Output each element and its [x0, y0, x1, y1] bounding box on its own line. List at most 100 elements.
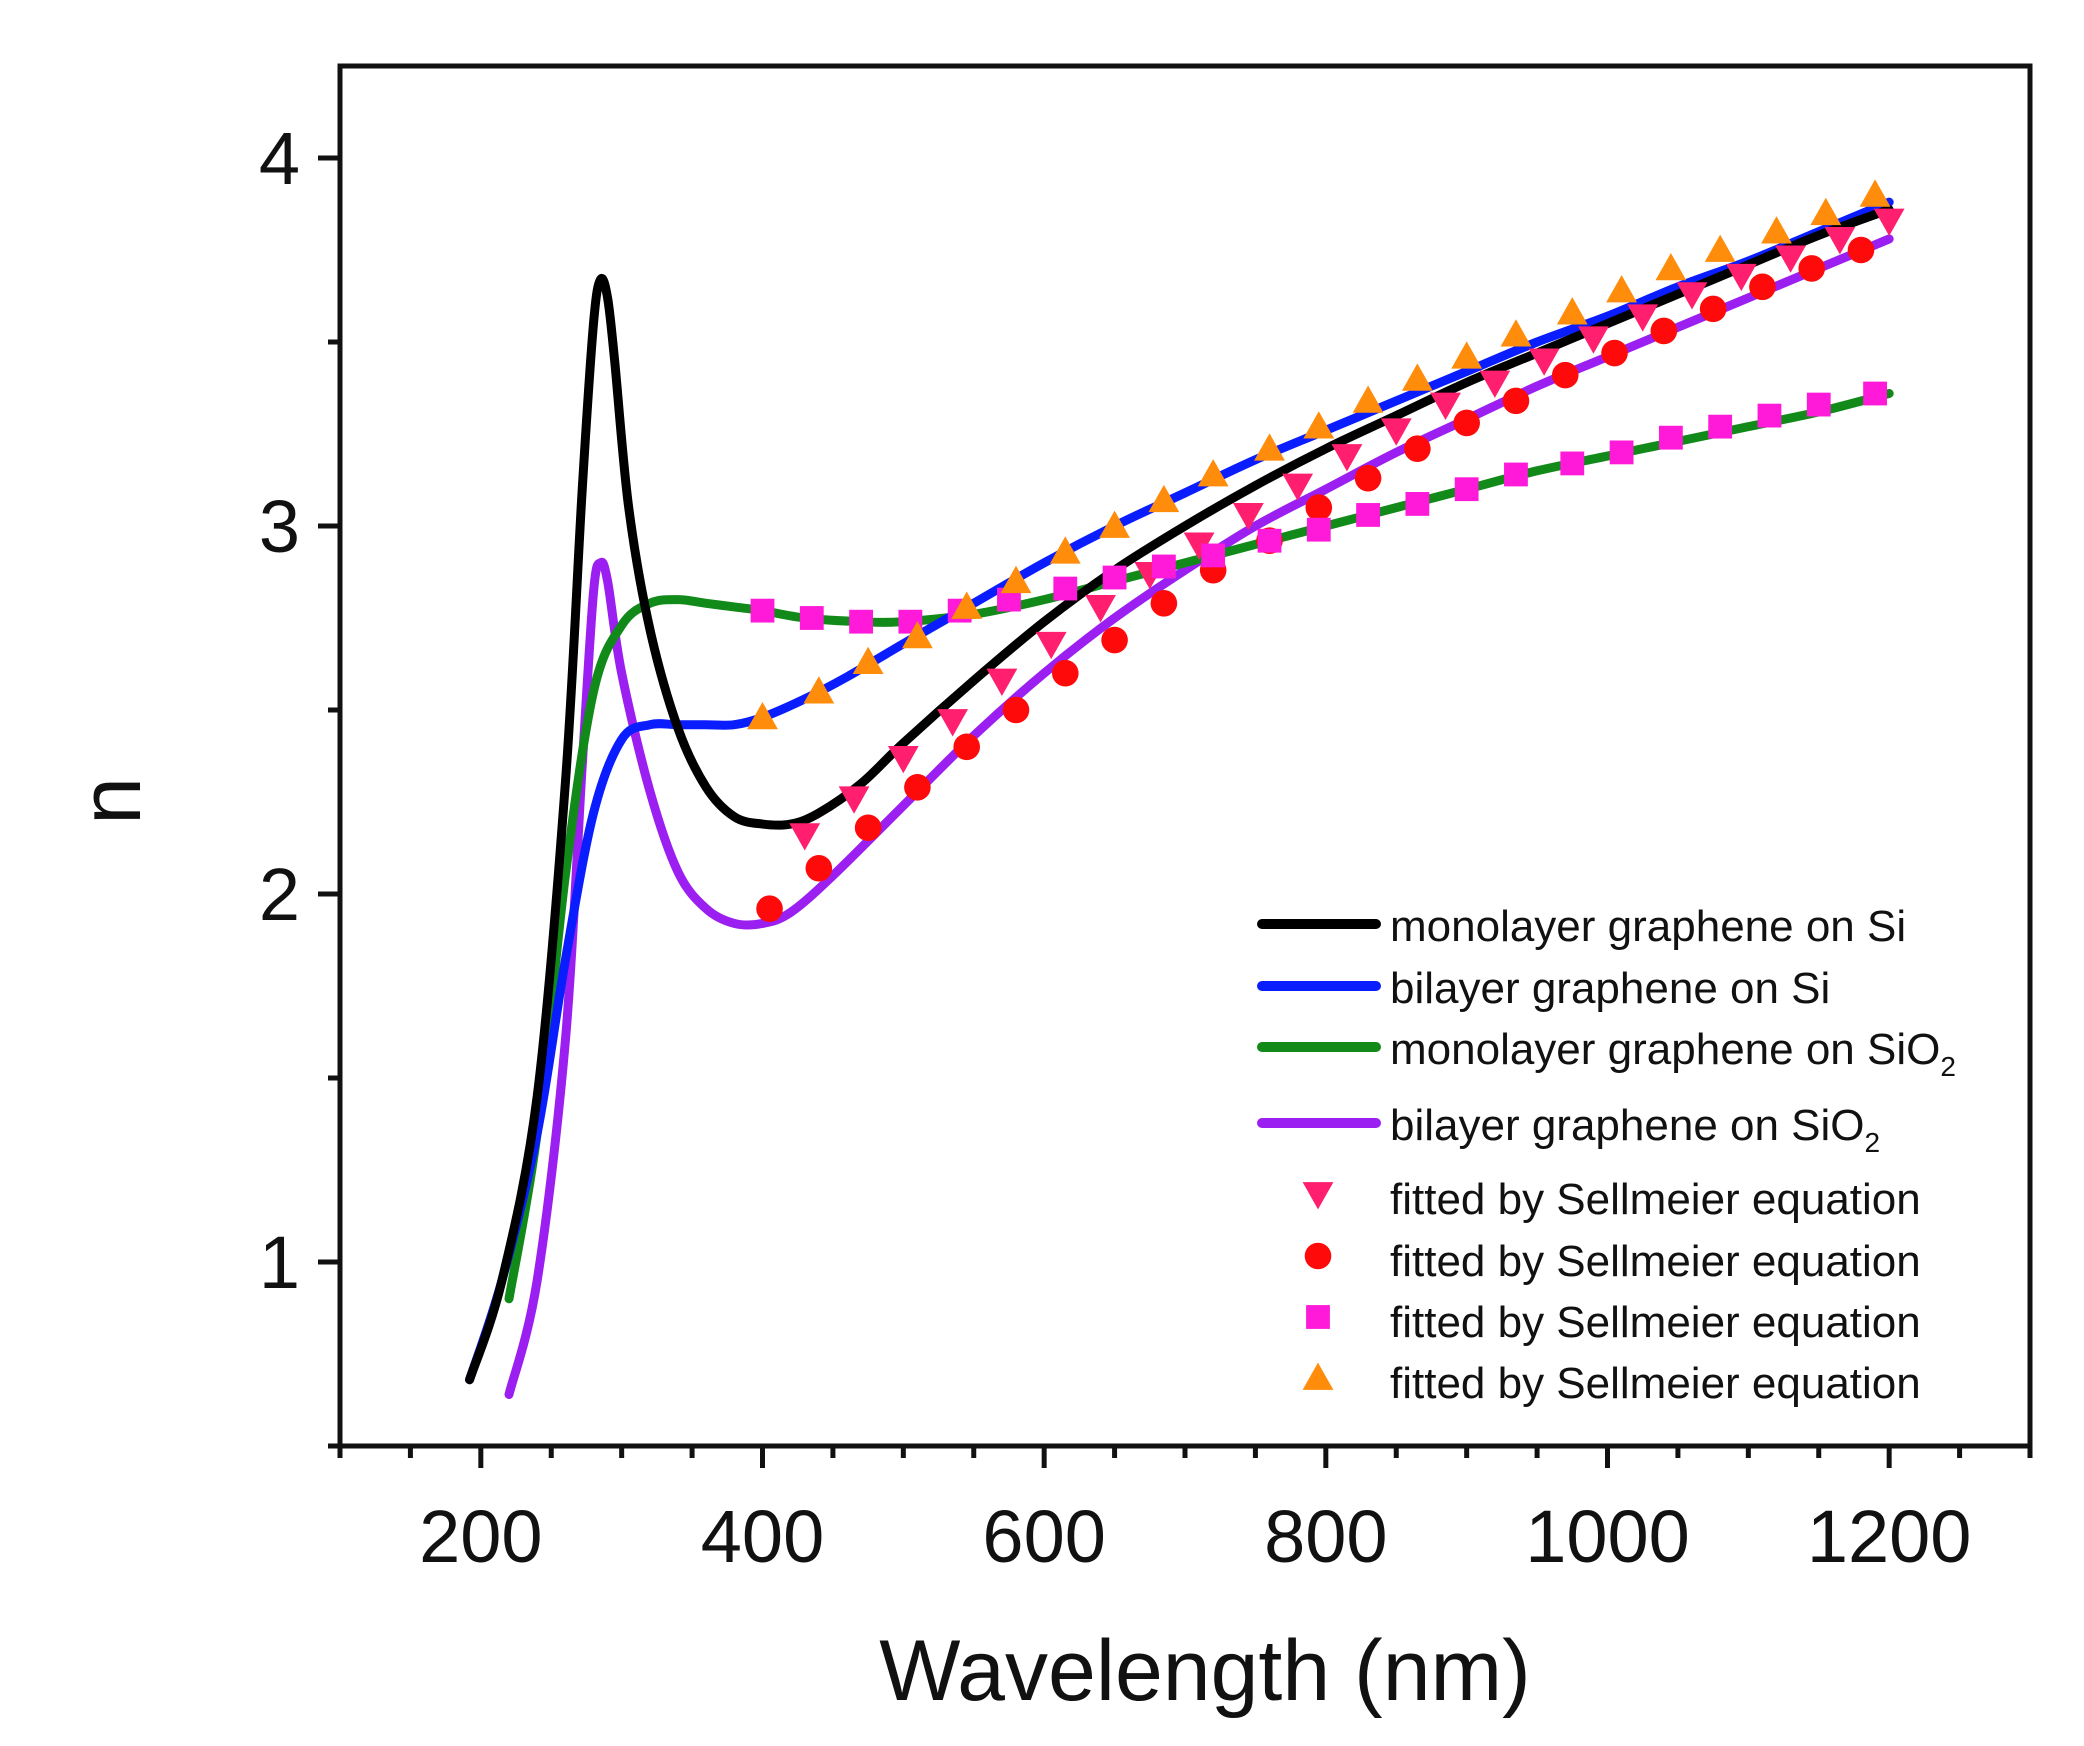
- legend-label: fitted by Sellmeier equation: [1390, 1237, 1921, 1286]
- x-tick-label: 800: [1264, 1495, 1387, 1578]
- data-point-triangle-up: [1810, 197, 1842, 226]
- data-point-circle: [1404, 435, 1431, 463]
- data-point-triangle-down: [1331, 444, 1363, 472]
- data-point-square: [1658, 425, 1683, 450]
- data-point-triangle-down: [1085, 595, 1116, 623]
- legend-label: fitted by Sellmeier equation: [1390, 1298, 1921, 1347]
- legend-item-6: fitted by Sellmeier equation: [1304, 1237, 1921, 1286]
- data-point-triangle-up: [1197, 459, 1229, 487]
- data-point-triangle-up: [1099, 510, 1130, 538]
- data-point-triangle-up: [1859, 179, 1891, 207]
- data-point-triangle-down: [838, 786, 870, 814]
- legend-swatch-marker: [1306, 1305, 1330, 1329]
- legend-label-subscript: 2: [1940, 1051, 1956, 1082]
- data-point-square: [1863, 381, 1887, 406]
- axis-layer: 200 400 600 800 1000 1200 1 2 3 4: [259, 63, 2033, 1578]
- legend-label: bilayer graphene on Si: [1390, 964, 1830, 1013]
- data-point-circle: [1101, 626, 1128, 654]
- x-tick-label: 1200: [1807, 1495, 1972, 1578]
- data-point-triangle-down: [986, 668, 1018, 696]
- legend-label-subscript: 2: [1865, 1127, 1881, 1158]
- data-point-triangle-up: [1303, 411, 1335, 439]
- data-point-triangle-down: [1528, 348, 1560, 376]
- data-point-square: [1405, 492, 1430, 516]
- data-point-circle: [1551, 361, 1579, 389]
- data-point-triangle-up: [951, 591, 983, 619]
- data-point-triangle-up: [1401, 363, 1433, 391]
- data-point-triangle-up: [803, 676, 835, 704]
- legend-item-3: monolayer graphene on SiO2: [1257, 1025, 1956, 1082]
- data-point-circle: [854, 814, 882, 842]
- y-tick-label: 4: [259, 117, 300, 200]
- data-point-circle: [1601, 339, 1628, 367]
- data-point-square: [1257, 528, 1282, 553]
- data-point-circle: [1749, 273, 1776, 301]
- data-point-triangle-down: [1380, 418, 1412, 446]
- data-point-circle: [1002, 696, 1030, 724]
- data-point-circle: [1650, 317, 1678, 345]
- data-point-square: [750, 598, 775, 623]
- data-point-triangle-up: [1500, 319, 1532, 347]
- data-point-triangle-down: [1232, 503, 1264, 531]
- data-point-triangle-down: [937, 709, 969, 737]
- data-point-triangle-down: [1578, 326, 1609, 354]
- data-point-circle: [1798, 255, 1826, 282]
- legend-item-8: fitted by Sellmeier equation: [1302, 1359, 1921, 1408]
- y-tick-label: 1: [259, 1221, 300, 1304]
- data-point-circle: [1150, 589, 1178, 617]
- legend-item-7: fitted by Sellmeier equation: [1306, 1298, 1921, 1347]
- data-point-triangle-up: [902, 621, 933, 649]
- series-line-3: [504, 389, 1894, 1304]
- data-point-circle: [953, 733, 981, 761]
- legend-item-5: fitted by Sellmeier equation: [1302, 1175, 1921, 1224]
- y-tick-label: 3: [259, 485, 300, 568]
- legend-label: fitted by Sellmeier equation: [1390, 1175, 1921, 1224]
- legend-label: monolayer graphene on Si: [1390, 902, 1906, 951]
- data-point-circle: [1305, 494, 1333, 521]
- data-point-square: [849, 609, 873, 634]
- x-tick-label: 200: [419, 1495, 542, 1578]
- data-point-triangle-up: [1761, 216, 1792, 244]
- data-point-circle: [1354, 464, 1382, 492]
- data-point-square: [1306, 517, 1331, 542]
- data-point-square: [1151, 554, 1176, 579]
- data-point-circle: [1699, 295, 1727, 323]
- data-point-triangle-up: [1148, 484, 1180, 513]
- x-tick-label: 400: [701, 1495, 824, 1578]
- legend-item-1: monolayer graphene on Si: [1257, 902, 1906, 951]
- marker-series-3: [750, 381, 1887, 634]
- legend-swatch-marker: [1302, 1362, 1334, 1390]
- data-point-triangle-down: [1775, 245, 1806, 273]
- marker-series-4: [747, 179, 1891, 730]
- data-point-square: [1708, 414, 1733, 439]
- data-point-circle: [1847, 236, 1875, 264]
- legend-item-4: bilayer graphene on SiO2: [1257, 1101, 1881, 1158]
- data-point-square: [799, 606, 824, 630]
- x-tick-label: 600: [982, 1495, 1105, 1578]
- data-point-triangle-up: [1606, 275, 1637, 303]
- data-point-triangle-down: [1676, 282, 1708, 310]
- data-point-square: [1102, 565, 1127, 590]
- data-point-triangle-down: [1479, 370, 1511, 398]
- data-point-circle: [904, 773, 931, 801]
- x-tick-label: 1000: [1525, 1495, 1690, 1578]
- data-point-triangle-up: [1655, 253, 1687, 281]
- y-axis-title: n: [63, 777, 159, 825]
- data-point-triangle-up: [1451, 341, 1483, 369]
- data-point-square: [997, 587, 1021, 612]
- data-point-triangle-up: [852, 646, 884, 675]
- data-point-triangle-down: [1824, 227, 1856, 255]
- data-point-triangle-down: [1183, 532, 1215, 560]
- marker-series-2: [756, 236, 1875, 923]
- legend-item-2: bilayer graphene on Si: [1257, 964, 1830, 1013]
- data-point-triangle-down: [1282, 473, 1314, 501]
- data-point-circle: [805, 854, 833, 882]
- legend-label: monolayer graphene on SiO2: [1390, 1025, 1956, 1082]
- data-point-triangle-up: [1352, 385, 1384, 413]
- data-point-triangle-up: [1704, 234, 1736, 262]
- legend: monolayer graphene on Si bilayer graphene…: [1257, 902, 1956, 1408]
- data-point-triangle-up: [1556, 297, 1588, 325]
- y-tick-label: 2: [259, 853, 300, 936]
- data-point-triangle-down: [1430, 392, 1461, 420]
